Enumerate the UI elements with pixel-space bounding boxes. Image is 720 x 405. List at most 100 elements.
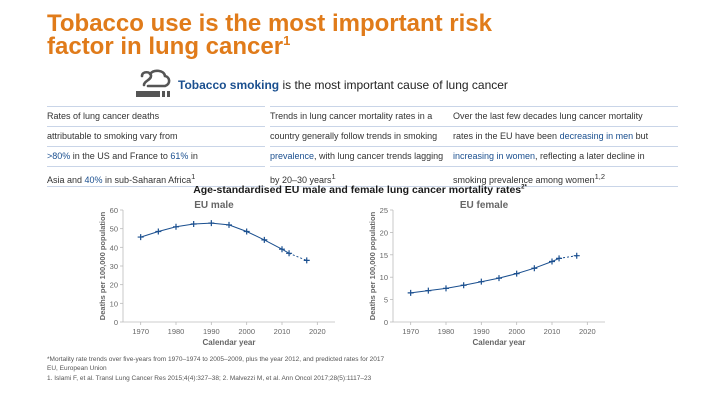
y-tick-label: 0	[114, 318, 118, 327]
fact-row: Rates of lung cancer deaths	[47, 106, 265, 126]
fact-text: Rates of lung cancer deaths	[47, 111, 160, 121]
data-point-marker	[478, 278, 485, 285]
data-point-marker	[513, 270, 520, 277]
y-axis-label: Deaths per 100,000 population	[98, 211, 107, 320]
fact-row: country generally follow trends in smoki…	[270, 126, 488, 146]
fact-row: Over the last few decades lung cancer mo…	[453, 106, 678, 126]
x-tick-label: 1980	[168, 327, 185, 336]
title-line-1: Tobacco use is the most important risk	[47, 10, 492, 37]
series-line	[140, 222, 290, 254]
data-point-marker	[208, 220, 215, 227]
data-point-marker	[556, 255, 563, 262]
x-tick-label: 1990	[203, 327, 220, 336]
reference-sup: 1,2	[594, 172, 606, 181]
fact-text: in the US and France to	[70, 151, 171, 161]
fact-row: attributable to smoking vary from	[47, 126, 265, 146]
title-line-2-text: factor in lung cancer	[47, 33, 284, 60]
footnote-1: *Mortality rate trends over five-years f…	[47, 356, 384, 363]
x-tick-label: 2020	[309, 327, 326, 336]
fact-row: increasing in women, reflecting a later …	[453, 146, 678, 166]
y-tick-label: 20	[380, 228, 388, 237]
chart-heading-text: Age-standardised EU male and female lung…	[193, 184, 522, 196]
title-reference: 1	[283, 33, 291, 48]
y-tick-label: 5	[384, 296, 388, 305]
fact-text: , with lung cancer trends lagging	[314, 151, 444, 161]
fact-row: by 20–30 years1	[270, 166, 488, 187]
fact-text: in	[188, 151, 198, 161]
y-tick-label: 10	[380, 273, 388, 282]
y-tick-label: 15	[380, 251, 388, 260]
data-point-marker	[407, 289, 414, 296]
x-tick-label: 2020	[579, 327, 596, 336]
y-tick-label: 60	[110, 206, 118, 215]
y-tick-label: 30	[110, 262, 118, 271]
x-tick-label: 1990	[473, 327, 490, 336]
data-point-marker	[286, 250, 293, 257]
y-tick-label: 20	[110, 281, 118, 290]
fact-text: smoking prevalence among women	[453, 175, 595, 185]
predicted-series-line	[288, 252, 307, 261]
x-axis-label: Calendar year	[473, 338, 526, 347]
fact-text: attributable to smoking vary from	[47, 131, 178, 141]
x-tick-label: 1980	[438, 327, 455, 336]
highlight-text: 40%	[84, 175, 103, 185]
y-tick-label: 0	[384, 318, 388, 327]
data-point-marker	[243, 228, 250, 235]
footnote-3: 1. Islami F, et al. Transl Lung Cancer R…	[47, 375, 371, 382]
predicted-series-line	[559, 255, 577, 259]
fact-column-2: Trends in lung cancer mortality rates in…	[270, 106, 488, 187]
x-tick-label: 1970	[402, 327, 419, 336]
data-point-marker	[155, 228, 162, 235]
y-axis-label: Deaths per 100,000 population	[368, 211, 377, 320]
x-tick-label: 2000	[238, 327, 255, 336]
fact-row: smoking prevalence among women1,2	[453, 166, 678, 187]
fact-column-3: Over the last few decades lung cancer mo…	[453, 106, 678, 187]
fact-column-1: Rates of lung cancer deaths attributable …	[47, 106, 265, 187]
data-point-marker	[443, 285, 449, 292]
series-line	[410, 257, 560, 294]
reference-sup: 1	[331, 172, 336, 181]
fact-text: , reflecting a later decline in	[535, 151, 645, 161]
y-tick-label: 25	[380, 206, 388, 215]
data-point-marker	[425, 287, 432, 294]
chart-heading-reference: 2*	[521, 184, 527, 191]
smoking-icon	[136, 69, 171, 97]
fact-text: rates in the EU have been	[453, 131, 560, 141]
data-point-marker	[531, 265, 538, 272]
slide-title: Tobacco use is the most important risk f…	[47, 10, 607, 60]
data-point-marker	[261, 236, 268, 243]
fact-text: country generally follow trends in smoki…	[270, 131, 438, 141]
chart-title: EU male	[194, 200, 234, 211]
reference-sup: 1	[191, 172, 196, 181]
footnote-2: EU, European Union	[47, 365, 107, 372]
highlight-text: 61%	[170, 151, 189, 161]
data-point-marker	[173, 223, 179, 230]
y-tick-label: 40	[110, 243, 118, 252]
data-point-marker	[190, 221, 197, 227]
footnote-1-text: *Mortality rate trends over five-years f…	[47, 356, 385, 363]
x-tick-label: 2000	[508, 327, 525, 336]
eu-male-chart: 0 10 20 30 40 50 60 1970 1980 1990 2000 2010 2020 Cal…	[98, 200, 335, 347]
highlight-text: >80%	[47, 151, 71, 161]
fact-text: Asia and	[47, 175, 85, 185]
x-axis-label: Calendar year	[203, 338, 256, 347]
subtitle: Tobacco smoking is the most important ca…	[178, 78, 508, 92]
data-point-marker	[573, 252, 580, 259]
x-tick-label: 1970	[132, 327, 149, 336]
data-point-marker	[496, 275, 502, 282]
data-point-marker	[303, 257, 310, 264]
highlight-text: prevalence	[270, 151, 315, 161]
data-point-marker	[226, 221, 232, 228]
y-tick-label: 10	[110, 299, 118, 308]
x-tick-label: 2010	[544, 327, 561, 336]
fact-text: Over the last few decades lung cancer mo…	[453, 111, 643, 121]
fact-row: Trends in lung cancer mortality rates in…	[270, 106, 488, 126]
data-point-marker	[137, 234, 144, 241]
chart-heading: Age-standardised EU male and female lung…	[0, 184, 720, 196]
highlight-text: increasing in women	[453, 151, 536, 161]
title-line-2: factor in lung cancer1	[47, 33, 607, 60]
data-point-marker	[460, 282, 467, 289]
y-tick-label: 50	[110, 225, 118, 234]
chart-title: EU female	[460, 200, 509, 211]
subtitle-rest: is the most important cause of lung canc…	[279, 78, 508, 92]
